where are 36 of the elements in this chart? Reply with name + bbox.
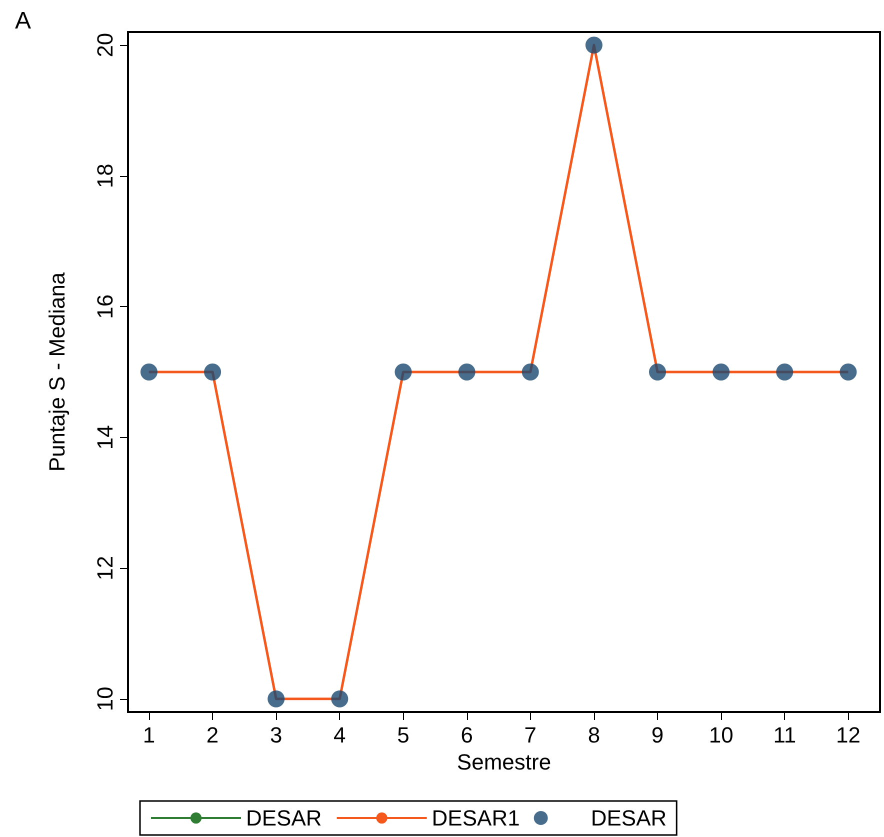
y-tick-label: 12 [92, 556, 118, 580]
x-tick-label: 2 [206, 722, 219, 748]
x-tick-label: 3 [270, 722, 282, 748]
x-tick-label: 5 [397, 722, 410, 748]
y-axis-title: Puntaje S - Mediana [44, 272, 70, 472]
point [776, 364, 794, 380]
chart-title: A [15, 8, 32, 34]
legend-label: DESAR [246, 806, 322, 830]
legend-label: DESAR [590, 806, 667, 830]
x-tick-label: 7 [524, 722, 537, 748]
x-tick-label: 8 [588, 722, 600, 748]
y-tick-label: 18 [92, 164, 118, 188]
x-tick-label: 9 [651, 722, 664, 748]
x-tick-label: 11 [773, 722, 796, 748]
y-tick-label: 16 [92, 294, 118, 319]
point [840, 364, 857, 380]
point [331, 690, 348, 708]
x-tick-label: 1 [142, 722, 156, 748]
x-tick-label: 12 [836, 722, 860, 748]
y-tick-label: 10 [92, 686, 118, 712]
legend-label: DESAR1 [432, 806, 520, 830]
point [268, 690, 285, 708]
point [394, 364, 412, 380]
x-tick-label: 10 [708, 722, 734, 748]
y-tick-label: 14 [92, 425, 118, 450]
point [204, 364, 222, 380]
point [585, 36, 602, 54]
point [458, 364, 476, 380]
point [522, 364, 539, 380]
point [140, 364, 158, 380]
point [712, 364, 730, 380]
point [649, 364, 666, 380]
x-tick-label: 6 [460, 722, 473, 748]
x-axis-title: Semestre [456, 749, 552, 774]
y-tick-label: 20 [92, 32, 118, 58]
x-tick-label: 4 [334, 722, 346, 748]
